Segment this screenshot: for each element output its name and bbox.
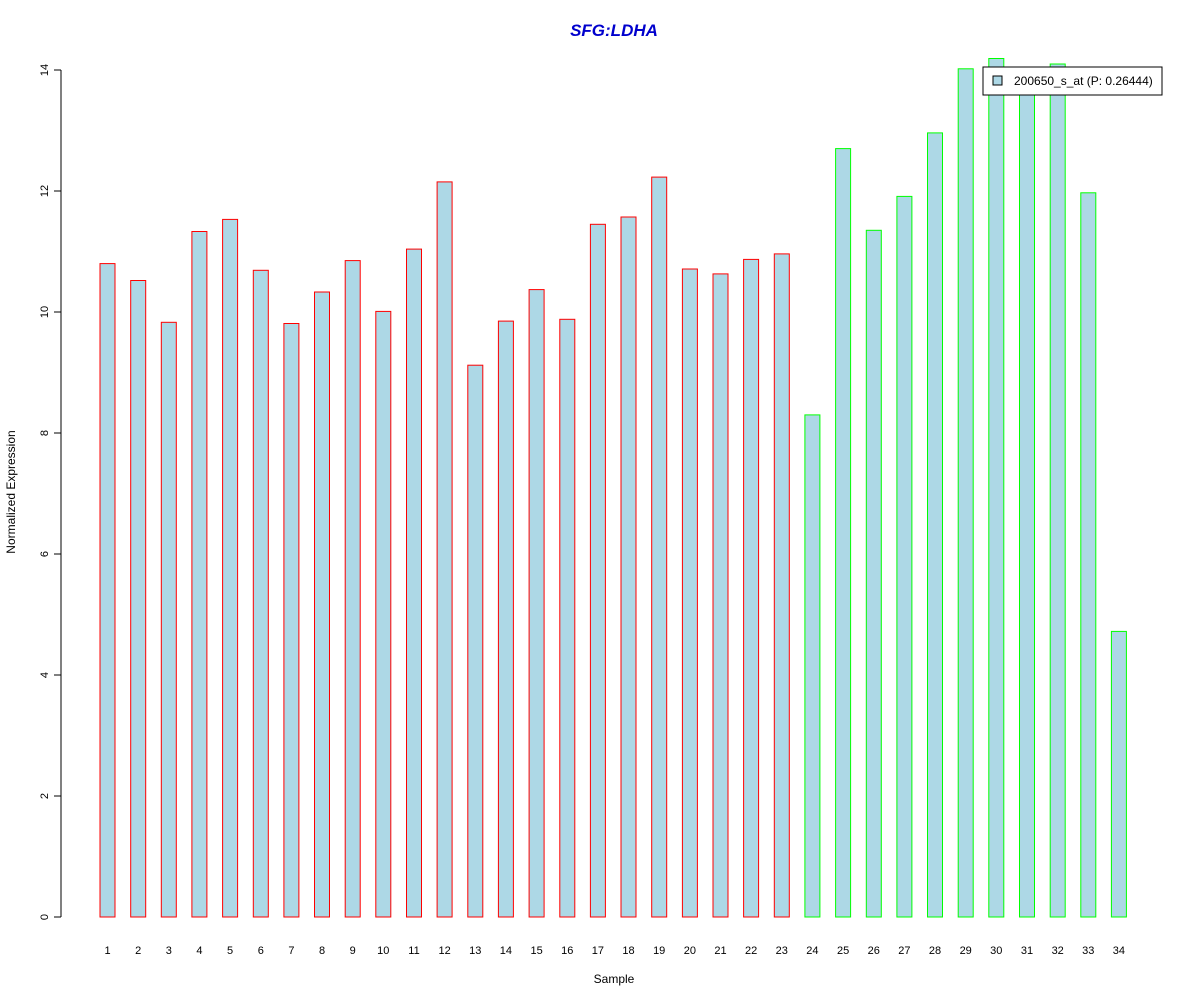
bar-sample-3 — [160, 321, 177, 918]
bar-sample-26 — [865, 229, 882, 918]
bar-sample-33 — [1080, 192, 1097, 918]
bars-group — [99, 58, 1127, 918]
x-tick-label: 34 — [1113, 945, 1125, 957]
legend-box — [982, 66, 1163, 96]
x-tick-label: 18 — [622, 945, 634, 957]
bar-sample-17 — [589, 223, 606, 918]
bar-sample-22 — [743, 258, 760, 918]
x-tick-label: 5 — [227, 945, 233, 957]
x-tick-label: 4 — [196, 945, 202, 957]
x-tick-label: 1 — [104, 945, 110, 957]
x-tick-label: 24 — [806, 945, 818, 957]
x-tick-label: 26 — [868, 945, 880, 957]
x-tick-label: 20 — [684, 945, 696, 957]
x-tick-label: 30 — [990, 945, 1002, 957]
bar-sample-12 — [436, 181, 453, 918]
bar-sample-8 — [314, 291, 330, 918]
x-tick-label: 33 — [1082, 945, 1094, 957]
x-tick-label: 11 — [408, 945, 419, 957]
x-tick-labels: 1 2 3 4 5 6 7 8 9 10 11 12 13 14 15 16 17 18 19 20 21 22 23 24 2… — [104, 945, 1125, 957]
bar-sample-28 — [927, 132, 943, 918]
bar-sample-4 — [191, 231, 208, 918]
bar-sample-27 — [896, 195, 913, 918]
y-tick-label: 6 — [39, 551, 51, 557]
bar-sample-24 — [804, 414, 821, 918]
x-tick-label: 23 — [776, 945, 788, 957]
x-tick-label: 8 — [319, 945, 325, 957]
x-tick-label: 17 — [592, 945, 604, 957]
x-tick-label: 15 — [530, 945, 542, 957]
x-tick-label: 22 — [745, 945, 757, 957]
bar-sample-6 — [252, 269, 269, 918]
y-tick-label: 4 — [39, 672, 51, 678]
bar-sample-5 — [222, 218, 239, 918]
x-tick-label: 13 — [469, 945, 481, 957]
bar-sample-31 — [1019, 78, 1035, 918]
bar-sample-34 — [1110, 630, 1127, 918]
x-tick-label: 6 — [258, 945, 264, 957]
x-tick-label: 3 — [166, 945, 172, 957]
y-tick-label: 8 — [39, 430, 51, 436]
legend: 200650_s_at (P: 0.26444) — [982, 66, 1163, 96]
x-tick-label: 16 — [561, 945, 573, 957]
bar-sample-18 — [620, 216, 637, 918]
x-axis-title: Sample — [594, 972, 635, 986]
bar-sample-14 — [497, 320, 514, 918]
x-tick-label: 32 — [1052, 945, 1064, 957]
bar-sample-2 — [130, 280, 147, 918]
y-tick-label: 10 — [39, 306, 51, 318]
bar-sample-19 — [651, 176, 668, 918]
x-tick-label: 12 — [438, 945, 450, 957]
bar-sample-15 — [528, 289, 545, 918]
bar-sample-23 — [773, 253, 790, 918]
y-tick-label: 2 — [39, 793, 51, 799]
legend-label: 200650_s_at (P: 0.26444) — [1014, 74, 1153, 88]
x-tick-label: 27 — [898, 945, 910, 957]
y-axis: 0 2 4 6 8 10 12 14 — [39, 64, 62, 920]
bar-sample-11 — [406, 248, 422, 918]
y-tick-label: 14 — [39, 64, 51, 76]
bar-sample-7 — [283, 323, 300, 918]
x-tick-label: 10 — [377, 945, 389, 957]
bar-sample-29 — [957, 68, 974, 918]
bar-sample-32 — [1049, 63, 1066, 918]
bar-sample-13 — [467, 364, 484, 918]
bar-sample-10 — [375, 310, 392, 918]
bar-sample-16 — [559, 318, 576, 918]
x-tick-label: 21 — [714, 945, 726, 957]
x-tick-label: 31 — [1021, 945, 1033, 957]
bar-sample-30 — [988, 58, 1005, 918]
x-tick-label: 25 — [837, 945, 849, 957]
x-tick-label: 19 — [653, 945, 665, 957]
chart-title: SFG:LDHA — [570, 21, 658, 40]
x-tick-label: 2 — [135, 945, 141, 957]
bar-sample-21 — [712, 273, 729, 918]
x-tick-label: 29 — [960, 945, 972, 957]
y-tick-label: 0 — [39, 914, 51, 920]
legend-swatch — [992, 75, 1003, 86]
bar-sample-9 — [344, 260, 361, 918]
y-axis-title: Normalized Expression — [4, 430, 18, 553]
x-tick-label: 7 — [288, 945, 294, 957]
y-tick-label: 12 — [39, 185, 51, 197]
x-tick-label: 28 — [929, 945, 941, 957]
x-tick-label: 14 — [500, 945, 512, 957]
bar-sample-1 — [99, 263, 116, 918]
bar-sample-20 — [681, 268, 698, 918]
x-tick-label: 9 — [350, 945, 356, 957]
bar-sample-25 — [835, 148, 852, 918]
